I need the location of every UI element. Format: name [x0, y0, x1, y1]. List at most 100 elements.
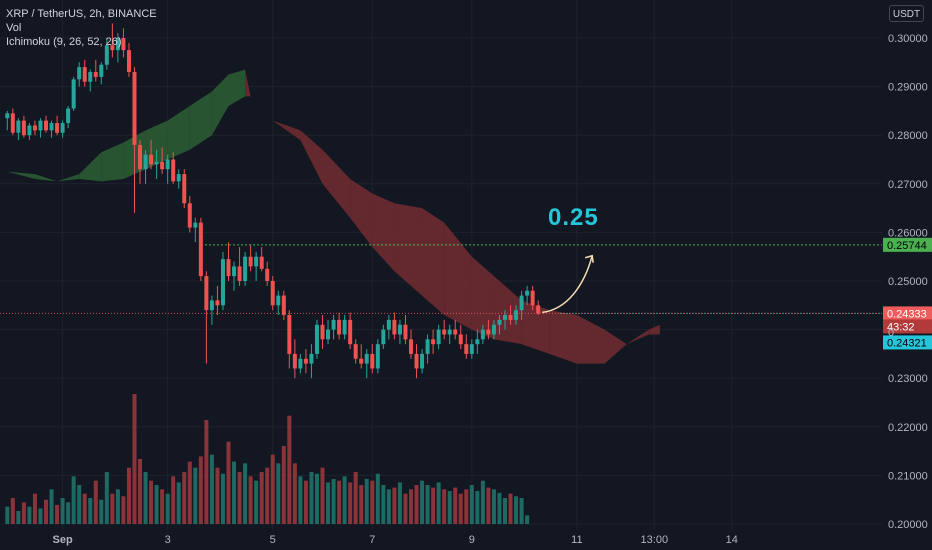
volume-bar [508, 493, 513, 524]
volume-bar [248, 476, 253, 524]
candle-body [486, 329, 491, 335]
candle-body [132, 72, 137, 145]
candle-body [27, 125, 32, 136]
volume-bar [16, 511, 21, 524]
cloud-segment [228, 69, 246, 107]
candle-body [110, 45, 115, 51]
cloud-segment [7, 171, 35, 179]
cloud-segment [101, 142, 124, 182]
currency-button[interactable]: USDT [889, 5, 924, 22]
candle-body [292, 353, 297, 369]
volume-bar [514, 496, 519, 524]
candle-body [193, 222, 198, 228]
volume-bar [519, 498, 524, 524]
time-axis[interactable]: Sep 3 5 7 9 11 13:00 14 [53, 534, 738, 546]
volume-bar [491, 489, 496, 524]
volume-bar [121, 496, 126, 524]
candle-body [220, 259, 225, 306]
volume-bar [132, 394, 137, 524]
candle-body [187, 203, 192, 228]
price-tick-label: 0.27000 [888, 179, 928, 191]
ichimoku-indicator-label[interactable]: Ichimoku (9, 26, 52, 26) [6, 36, 122, 48]
volume-bar [93, 480, 98, 524]
candle-body [49, 123, 54, 131]
candle-body [525, 290, 530, 296]
volume-bar [82, 493, 87, 524]
time-tick-label: 13:00 [641, 534, 669, 546]
volume-bar [375, 473, 380, 524]
level-price-tag: 0.24321 [887, 337, 927, 349]
price-target-annotation[interactable]: 0.25 [548, 204, 599, 231]
volume-bar [408, 489, 413, 524]
candle-body [10, 113, 15, 133]
cloud-segment [350, 178, 373, 247]
cloud-segment [79, 152, 102, 182]
candle-body [348, 319, 353, 345]
candlestick-series [5, 23, 541, 379]
candle-body [138, 144, 143, 170]
cloud-segment [444, 222, 472, 330]
candle-body [436, 329, 441, 345]
candle-body [403, 324, 408, 340]
volume-bar [171, 476, 176, 524]
cloud-segment [576, 315, 605, 364]
volume-bar [215, 467, 220, 524]
candle-body [237, 266, 242, 281]
candle-body [215, 300, 220, 306]
candle-body [16, 120, 21, 133]
cloud-segment [372, 193, 395, 272]
volume-bar [66, 502, 71, 524]
arrow-curve [542, 255, 593, 314]
volume-bar [149, 480, 154, 524]
volume-bar [176, 482, 181, 524]
candle-body [503, 315, 507, 320]
projection-arrow-icon[interactable] [542, 254, 594, 314]
partial-price-tick: 0 [888, 327, 894, 339]
cloud-segment [57, 174, 80, 182]
volume-bar [342, 476, 347, 524]
candle-body [408, 339, 413, 354]
candle-body [171, 159, 176, 182]
volume-bar [469, 485, 474, 524]
candle-body [270, 281, 275, 306]
candle-body [209, 300, 214, 311]
price-tick-label: 0.23000 [888, 373, 928, 385]
volume-bar [138, 459, 143, 524]
volume-bar [397, 482, 402, 524]
arrow-head [584, 254, 594, 263]
volume-bar [359, 485, 364, 524]
volume-bar [386, 489, 391, 524]
candle-body [88, 72, 93, 82]
time-tick-label: 9 [469, 534, 475, 546]
volume-bar [425, 485, 430, 524]
candle-body [154, 161, 159, 165]
candle-body [342, 319, 347, 335]
vol-indicator-label[interactable]: Vol [6, 22, 22, 34]
volume-bar [88, 498, 93, 524]
volume-bar [110, 493, 115, 524]
time-tick-label: 11 [571, 534, 582, 546]
volume-bar [220, 473, 225, 524]
cloud-segment [211, 74, 229, 136]
volume-bar [10, 498, 15, 524]
candle-body [198, 222, 203, 277]
candle-body [232, 266, 237, 277]
cloud-segment [167, 106, 190, 160]
volume-bar [392, 487, 397, 524]
bar-countdown-tag: 43:32 [887, 321, 915, 333]
volume-bar [458, 493, 463, 524]
volume-bar [475, 491, 480, 524]
price-tick-label: 0.21000 [888, 470, 928, 482]
candle-body [514, 310, 519, 320]
candle-body [104, 45, 109, 65]
candle-body [143, 154, 148, 170]
cloud-segment [322, 149, 351, 218]
volume-bar [431, 487, 436, 524]
price-tick-label: 0.20000 [888, 519, 928, 531]
time-tick-label: Sep [53, 534, 73, 546]
candle-body [458, 334, 463, 345]
price-axis[interactable]: 0.30000 0.29000 0.28000 0.27000 0.26000 0.250… [883, 33, 932, 531]
candle-body [5, 113, 10, 119]
volume-bar [254, 480, 259, 524]
